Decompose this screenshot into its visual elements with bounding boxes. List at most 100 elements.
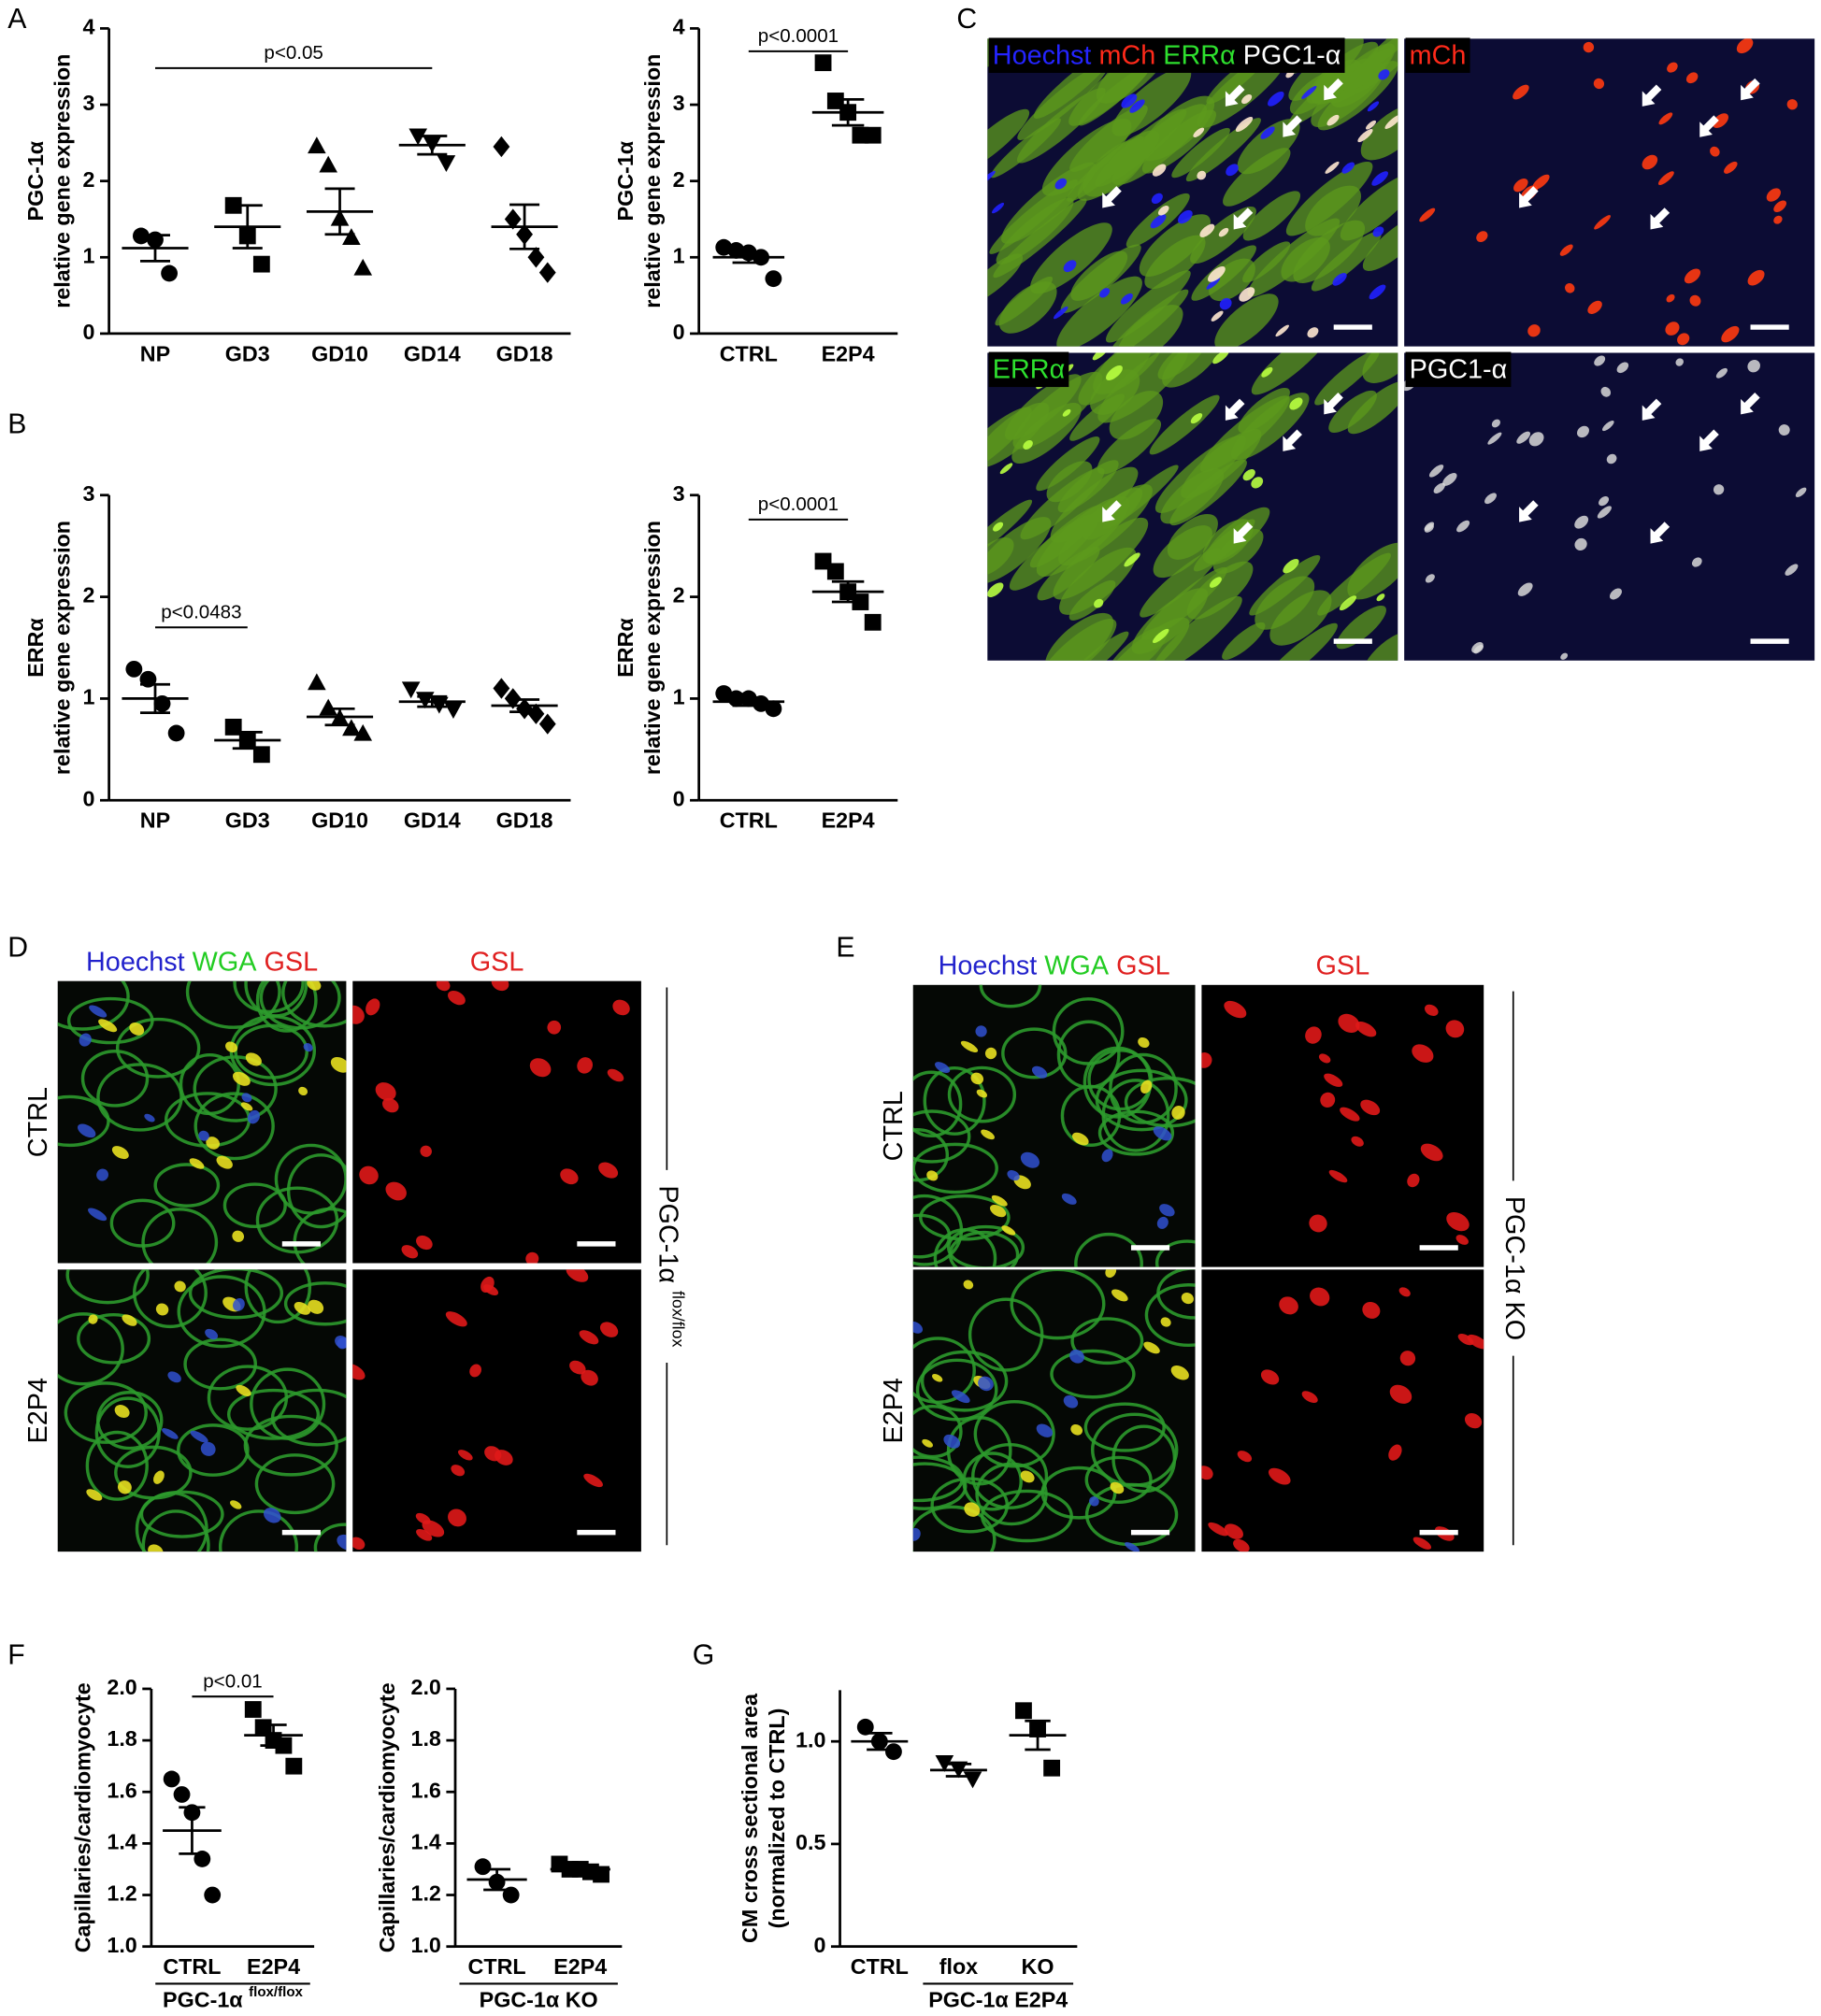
cell (993, 522, 1004, 532)
y-tick-label: 1 (673, 243, 685, 267)
cell (1157, 205, 1169, 216)
x-tick-label: CTRL (851, 1954, 909, 1979)
cell (88, 1208, 108, 1222)
cell (422, 1520, 445, 1537)
cell (998, 281, 1057, 334)
cell (307, 980, 322, 991)
cell (1516, 431, 1531, 444)
cell-outline (979, 984, 1042, 1008)
cell (970, 1072, 984, 1085)
significance-label: p<0.05 (264, 42, 323, 64)
cell (448, 1508, 466, 1527)
cell (1560, 652, 1569, 660)
cell (1376, 593, 1385, 602)
micrograph-texture (912, 984, 1196, 1267)
image-label-part: WGA (1044, 951, 1110, 980)
cell (1185, 118, 1261, 182)
cell (1242, 191, 1301, 241)
x-tick-label: GD14 (404, 341, 461, 365)
x-tick-label: E2P4 (822, 808, 875, 833)
cell (122, 1314, 137, 1326)
x-tick-label: GD18 (496, 808, 553, 833)
cell (1260, 1369, 1280, 1385)
cell (1111, 1289, 1128, 1302)
micrograph-texture (987, 352, 1398, 661)
cell (1140, 548, 1222, 618)
point (204, 1886, 222, 1904)
cell (1121, 93, 1138, 108)
panel-letter: E (836, 932, 854, 963)
cell (1574, 515, 1589, 529)
x-tick-label: GD18 (496, 341, 553, 365)
point (474, 1858, 492, 1876)
cell-outline (912, 1194, 964, 1266)
cell-outline (244, 980, 308, 1018)
cell (1275, 324, 1289, 337)
cell (1054, 178, 1068, 190)
cell (308, 1299, 324, 1314)
arrow (1233, 207, 1254, 230)
y-tick-label: 0 (83, 786, 95, 810)
y-tick-label: 1.4 (107, 1830, 136, 1854)
cell-outline (57, 1312, 124, 1386)
cell (1658, 112, 1673, 125)
cell (984, 1047, 997, 1060)
cell (1190, 413, 1203, 424)
cell-outline (912, 1142, 998, 1194)
cell (451, 1465, 466, 1477)
significance-label: p<0.0001 (758, 493, 839, 515)
cell-outline (183, 1337, 258, 1391)
cell-outline (1083, 1402, 1166, 1452)
cell (1012, 371, 1103, 450)
cell (117, 1480, 132, 1494)
cell (1351, 1136, 1364, 1147)
cell (1153, 525, 1212, 579)
cell-outline (234, 1023, 308, 1079)
y-axis-label: relative gene expression (50, 54, 75, 308)
y-axis-label: ERRα (613, 618, 638, 678)
cell (1208, 1522, 1228, 1537)
cell (566, 1269, 589, 1282)
cell (1201, 1052, 1212, 1068)
point (163, 1770, 180, 1788)
point (935, 1755, 954, 1772)
cell (964, 1502, 981, 1517)
cell (1108, 289, 1189, 347)
point (444, 702, 463, 720)
cell (1471, 641, 1484, 653)
cell (1223, 148, 1291, 207)
cell (79, 1033, 92, 1047)
cell (1677, 333, 1690, 346)
cell (1583, 41, 1595, 53)
x-tick-label: GD10 (311, 808, 368, 833)
cell-outline (912, 1109, 971, 1164)
cell (491, 980, 509, 992)
cell (1092, 352, 1109, 361)
cell-outline (188, 1269, 284, 1320)
y-tick-label: 0 (83, 320, 95, 344)
cell (233, 1298, 245, 1311)
y-tick-label: 1.0 (107, 1933, 136, 1957)
cell-outline (973, 1399, 1055, 1468)
cell-outline (255, 980, 318, 1033)
cell (469, 1364, 482, 1378)
cell (1171, 127, 1230, 179)
cell-outline (1052, 997, 1125, 1065)
cell-outline (933, 1228, 997, 1267)
image-label-part: PGC1-α (1410, 354, 1508, 384)
cell (1089, 1496, 1099, 1507)
cell (1138, 1037, 1150, 1049)
cell (1314, 352, 1380, 406)
cell-outline (185, 980, 281, 1029)
micrograph-texture (57, 980, 347, 1264)
cell-outline (177, 1275, 266, 1349)
cell (1101, 1149, 1113, 1163)
cell (1153, 1126, 1172, 1141)
arrow (1102, 500, 1122, 522)
cell (1446, 1211, 1470, 1232)
panel-letter: G (693, 1640, 714, 1671)
cell (420, 1145, 432, 1157)
cell (1362, 352, 1398, 383)
cell (1371, 171, 1389, 186)
y-tick-label: 1.8 (410, 1726, 440, 1751)
